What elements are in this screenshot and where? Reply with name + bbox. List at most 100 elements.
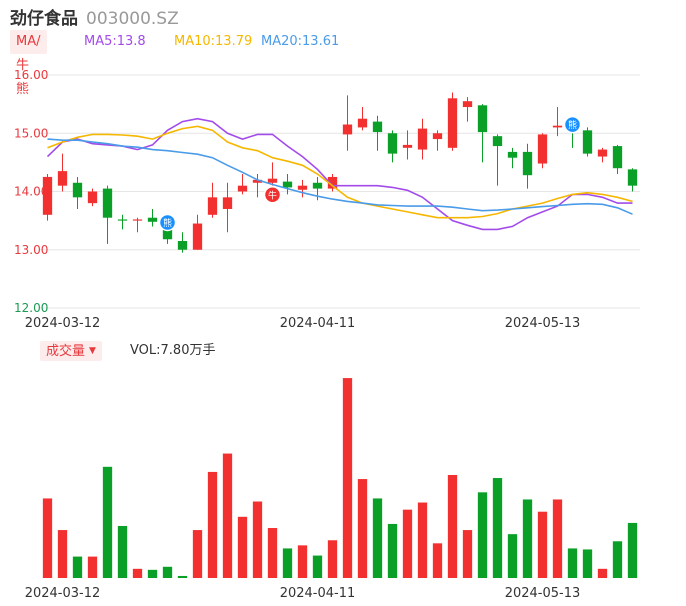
caret-down-icon: ▼	[89, 346, 96, 356]
candle-body	[432, 133, 443, 140]
candle-body	[342, 124, 353, 135]
stock-header: 劲仔食品 003000.SZ	[10, 4, 179, 29]
volume-bar	[582, 549, 593, 578]
candlestick-series	[42, 92, 638, 253]
volume-bar	[417, 502, 428, 578]
ma20-label: MA20:13.61	[261, 34, 340, 49]
volume-bar	[477, 492, 488, 578]
candle-body	[402, 144, 413, 148]
volume-bar	[612, 541, 623, 578]
volume-bar	[312, 555, 323, 578]
candle-body	[357, 118, 368, 128]
ma-toggle-button[interactable]: MA/牛熊	[10, 30, 47, 97]
candle-body	[327, 176, 338, 189]
candle-body	[507, 151, 518, 158]
candle-body	[582, 130, 593, 154]
candle-body	[87, 191, 98, 204]
volume-bar	[267, 528, 278, 578]
price-tick-label: 15.00	[14, 126, 48, 140]
price-tick-label: 16.00	[14, 68, 48, 82]
date-tick-label: 2024-03-12	[25, 586, 101, 601]
candle-body	[207, 197, 218, 215]
marker-label: 熊	[568, 119, 577, 131]
volume-bars	[42, 378, 638, 578]
volume-bar	[42, 498, 53, 578]
volume-bar	[252, 501, 263, 578]
candle-body	[102, 188, 113, 218]
stock-name: 劲仔食品	[10, 9, 78, 29]
volume-bar	[72, 556, 83, 578]
date-tick-label: 2024-05-13	[505, 586, 581, 601]
candle-body	[372, 121, 383, 133]
volume-bar	[462, 530, 473, 578]
candle-body	[537, 134, 548, 164]
date-tick-label: 2024-04-11	[280, 316, 356, 331]
bull-bear-markers: 熊牛熊	[158, 115, 582, 232]
stock-code: 003000.SZ	[86, 9, 179, 29]
candle-body	[57, 171, 68, 186]
volume-indicator-label: 成交量	[46, 344, 86, 359]
volume-bar	[552, 499, 563, 578]
date-tick-label: 2024-03-12	[25, 316, 101, 331]
marker-badge: 熊	[563, 115, 582, 134]
ma5-line	[46, 117, 633, 231]
candle-body	[177, 241, 188, 250]
volume-bar	[447, 474, 458, 578]
price-date-axis: 2024-03-12 2024-04-11 2024-05-13	[25, 316, 581, 331]
candle-body	[312, 182, 323, 189]
ma10-label: MA10:13.79	[174, 34, 253, 49]
volume-bar	[282, 548, 293, 578]
candle-body	[297, 185, 308, 190]
marker-label: 牛	[268, 189, 277, 201]
marker-circle	[563, 115, 582, 134]
volume-bar	[132, 568, 143, 578]
volume-bar	[492, 478, 503, 578]
volume-bar	[237, 516, 248, 578]
candle-body	[282, 181, 293, 188]
volume-bar	[177, 575, 188, 578]
candle-body	[117, 219, 128, 221]
volume-bar	[522, 499, 533, 578]
candle-body	[132, 219, 143, 221]
ma5-label: MA5:13.8	[84, 34, 146, 49]
price-tick-label: 12.00	[14, 301, 48, 315]
candle-body	[162, 226, 173, 240]
candle-body	[417, 128, 428, 150]
candle-body	[222, 197, 233, 209]
price-tick-label: 13.00	[14, 243, 48, 257]
volume-value: VOL:7.80万手	[130, 343, 216, 358]
marker-circle	[263, 186, 282, 204]
volume-bar	[102, 466, 113, 578]
price-axis-labels: 16.00 15.00 14.00 13.00 12.00	[14, 68, 48, 315]
moving-average-lines	[46, 117, 633, 231]
price-tick-label: 14.00	[14, 185, 48, 199]
date-tick-label: 2024-05-13	[505, 316, 581, 331]
marker-badge: 牛	[263, 186, 282, 204]
candle-body	[447, 98, 458, 148]
volume-bar	[567, 548, 578, 578]
volume-bar	[327, 540, 338, 578]
volume-bar	[537, 511, 548, 578]
volume-bar	[222, 453, 233, 578]
candle-body	[147, 217, 158, 222]
volume-indicator-dropdown[interactable]: 成交量 ▼	[40, 341, 102, 361]
candle-body	[552, 125, 563, 128]
ma10-line	[47, 125, 633, 219]
candle-body	[387, 133, 398, 154]
volume-bar	[57, 530, 68, 578]
volume-bar	[387, 523, 398, 578]
candle-body	[627, 169, 638, 186]
volume-bar	[147, 569, 158, 578]
candle-body	[42, 176, 53, 215]
marker-label: 熊	[163, 217, 172, 229]
candle-body	[612, 146, 623, 169]
candle-body	[462, 101, 473, 108]
candle-body	[267, 178, 278, 183]
ma20-line	[47, 138, 633, 215]
volume-bar	[207, 471, 218, 578]
candle-body	[597, 149, 608, 157]
volume-bar	[162, 566, 173, 578]
volume-bar	[372, 498, 383, 578]
volume-bar	[507, 534, 518, 578]
